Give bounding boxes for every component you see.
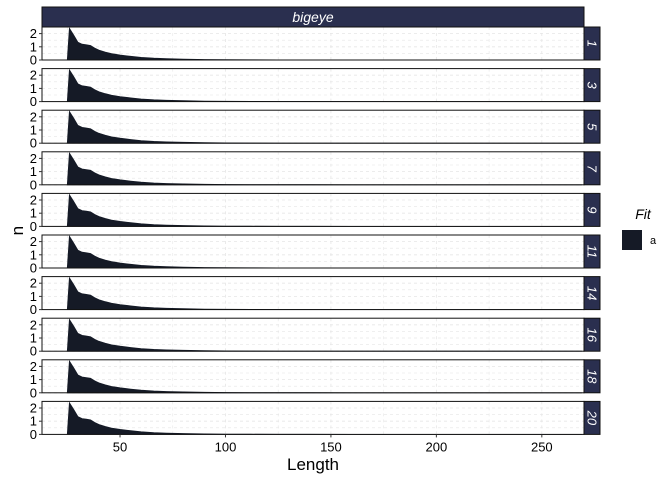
facet-strip-right-label: 7 — [585, 165, 600, 173]
y-tick-label: 0 — [30, 94, 37, 109]
y-tick-label: 0 — [30, 219, 37, 234]
y-tick-label: 2 — [30, 68, 37, 83]
legend-key — [622, 230, 642, 250]
y-tick-label: 1 — [30, 39, 37, 54]
y-tick-label: 1 — [30, 123, 37, 138]
facet-strip-right — [583, 26, 601, 61]
facet-strip-right — [583, 276, 601, 311]
y-tick-label: 1 — [30, 414, 37, 429]
y-tick-label: 1 — [30, 372, 37, 387]
x-tick-label: 100 — [215, 439, 237, 454]
y-tick-label: 0 — [30, 427, 37, 442]
facet-strip-right-label: 11 — [585, 245, 600, 259]
area-series-a — [66, 68, 582, 102]
area-series-a — [66, 193, 582, 227]
y-tick-label: 0 — [30, 385, 37, 400]
y-tick-label: 0 — [30, 344, 37, 359]
facet-strip-right-label: 3 — [585, 81, 600, 89]
y-tick-label: 2 — [30, 26, 37, 41]
facet-strip-top-label: bigeye — [292, 9, 333, 25]
area-series-a — [66, 151, 582, 186]
y-tick-label: 1 — [30, 81, 37, 96]
facet-strip-right-label: 16 — [585, 327, 600, 342]
facet-strip-right — [583, 359, 601, 394]
x-tick-label: 200 — [426, 439, 448, 454]
y-axis-title: n — [8, 226, 27, 235]
y-tick-label: 2 — [30, 401, 37, 416]
y-tick-label: 1 — [30, 164, 37, 179]
x-axis-title: Length — [287, 455, 339, 474]
y-tick-label: 0 — [30, 302, 37, 317]
x-tick-label: 50 — [113, 439, 127, 454]
facet-strip-right-label: 9 — [585, 206, 600, 213]
facet-strip-right-label: 5 — [585, 123, 600, 131]
facet-strip-right-label: 18 — [585, 369, 600, 384]
area-series-a — [66, 359, 582, 394]
y-tick-label: 2 — [30, 193, 37, 208]
y-tick-label: 2 — [30, 317, 37, 332]
facet-strip-right — [583, 151, 601, 186]
y-tick-label: 1 — [30, 247, 37, 262]
facet-strip-right-label: 1 — [585, 40, 600, 47]
y-tick-label: 1 — [30, 289, 37, 304]
facet-strip-right — [583, 234, 601, 269]
y-tick-label: 2 — [30, 359, 37, 374]
area-series-a — [66, 110, 582, 144]
y-tick-label: 0 — [30, 261, 37, 276]
y-tick-label: 2 — [30, 276, 37, 291]
legend-label: a — [650, 235, 657, 247]
facet-strip-right-label: 20 — [585, 410, 600, 426]
x-tick-label: 150 — [320, 439, 342, 454]
y-tick-label: 0 — [30, 136, 37, 151]
facet-strip-right — [583, 109, 601, 144]
area-series-a — [66, 318, 582, 352]
area-series-a — [66, 235, 582, 269]
x-tick-label: 250 — [531, 439, 553, 454]
y-tick-label: 0 — [30, 53, 37, 68]
area-series-a — [66, 276, 582, 310]
y-tick-label: 2 — [30, 234, 37, 249]
legend-title: Fit — [635, 206, 652, 222]
facet-strip-right — [583, 68, 601, 103]
y-tick-label: 2 — [30, 109, 37, 124]
y-tick-label: 0 — [30, 177, 37, 192]
y-tick-label: 2 — [30, 151, 37, 166]
y-tick-label: 1 — [30, 331, 37, 346]
facet-strip-right-label: 14 — [585, 286, 600, 300]
facet-strip-right — [583, 317, 601, 352]
facet-strip-right — [583, 400, 601, 435]
facet-strip-right — [583, 192, 601, 227]
area-series-a — [66, 401, 582, 435]
area-series-a — [66, 27, 582, 61]
y-tick-label: 1 — [30, 206, 37, 221]
